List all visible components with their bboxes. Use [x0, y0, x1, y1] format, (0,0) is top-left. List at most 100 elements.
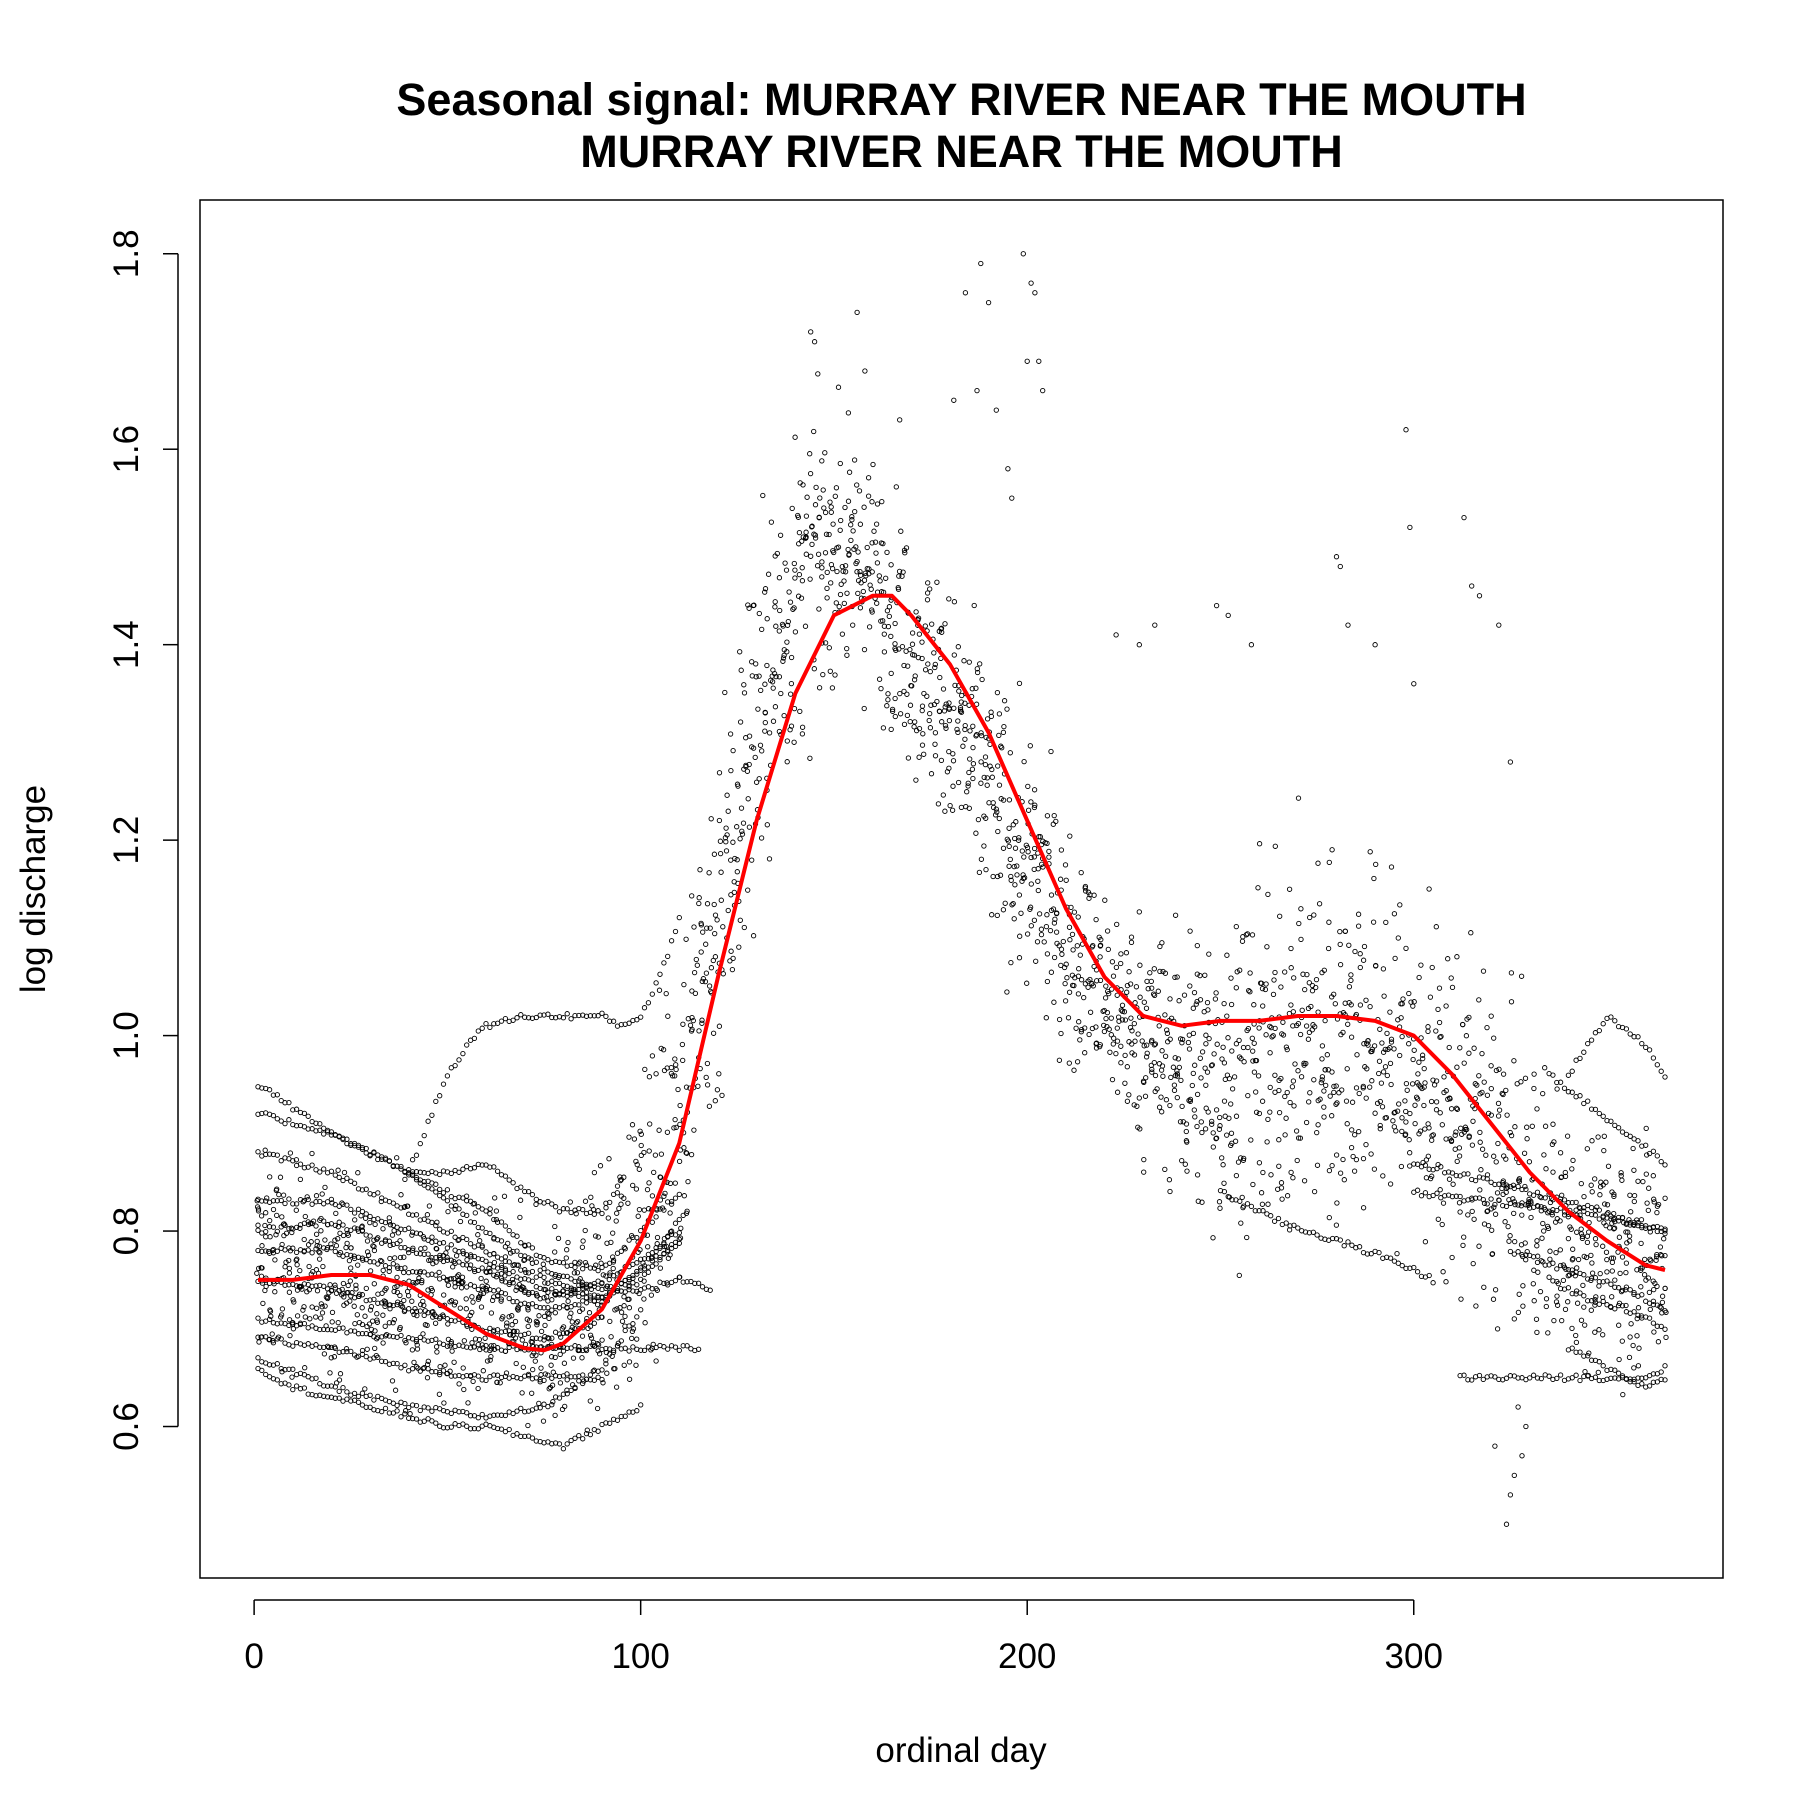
scatter-point — [1410, 1003, 1416, 1009]
scatter-point — [1172, 912, 1179, 918]
scatter-point — [621, 1362, 627, 1368]
scatter-point — [1093, 1045, 1100, 1051]
scatter-point — [1279, 1031, 1285, 1037]
scatter-point — [1438, 1033, 1444, 1040]
scatter-point — [587, 1398, 593, 1404]
scatter-point — [454, 1273, 461, 1279]
track-point — [564, 1011, 570, 1017]
scatter-point — [1322, 1067, 1328, 1073]
scatter-point — [1346, 942, 1352, 948]
scatter-point — [1213, 990, 1219, 996]
scatter-point — [458, 1285, 465, 1291]
track-point — [1244, 1201, 1251, 1207]
scatter-point — [273, 1187, 279, 1194]
scatter-point — [445, 1321, 451, 1327]
track-point — [580, 1380, 586, 1387]
track-point — [1391, 1258, 1398, 1264]
x-tick-label: 300 — [1385, 1637, 1443, 1676]
track-point — [1465, 1171, 1471, 1177]
scatter-point — [912, 673, 918, 679]
track-point — [549, 1441, 555, 1447]
scatter-point — [1490, 1296, 1497, 1302]
track-point — [1565, 1266, 1572, 1273]
scatter-point — [1575, 1256, 1582, 1263]
track-point — [483, 1020, 489, 1027]
scatter-point — [1531, 1267, 1537, 1273]
track-point — [529, 1435, 536, 1441]
track-point — [402, 1337, 408, 1344]
track-point — [270, 1340, 277, 1346]
track-point — [576, 1261, 582, 1267]
scatter-point — [1592, 1296, 1598, 1303]
track-point — [340, 1177, 346, 1184]
scatter-point — [1208, 1062, 1215, 1069]
track-point — [255, 1334, 261, 1340]
scatter-point — [1316, 901, 1323, 907]
scatter-point — [443, 1250, 449, 1256]
scatter-point — [491, 1259, 498, 1266]
scatter-point — [341, 1169, 348, 1176]
scatter-point — [1422, 1080, 1428, 1086]
track-point — [1387, 1255, 1394, 1261]
scatter-point — [1233, 1041, 1240, 1047]
track-point — [1658, 1376, 1664, 1383]
scatter-point — [455, 1237, 461, 1244]
scatter-point — [1212, 996, 1219, 1002]
scatter-point — [573, 1320, 579, 1326]
track-point — [1569, 1199, 1575, 1206]
scatter-point — [541, 1313, 548, 1320]
scatter-point — [642, 1066, 648, 1073]
scatter-point — [348, 1245, 354, 1251]
scatter-point — [416, 1275, 422, 1281]
scatter-point — [1303, 1060, 1309, 1067]
scatter-point — [1032, 290, 1038, 296]
scatter-point — [383, 1285, 389, 1292]
scatter-point — [1662, 1195, 1668, 1201]
track-point — [293, 1201, 300, 1207]
track-point — [1631, 1289, 1637, 1296]
track-point — [336, 1219, 342, 1225]
scatter-point — [1219, 1056, 1225, 1062]
scatter-point — [849, 517, 855, 523]
scatter-point — [1452, 1146, 1458, 1152]
y-tick-label: 1.4 — [107, 620, 146, 669]
scatter-point — [978, 759, 984, 765]
scatter-point — [911, 724, 917, 730]
track-point — [1658, 1369, 1664, 1375]
scatter-point — [1232, 1138, 1239, 1144]
track-point — [1588, 1204, 1595, 1211]
scatter-point — [704, 901, 711, 907]
scatter-point — [1519, 1212, 1525, 1218]
scatter-point — [1326, 859, 1332, 866]
scatter-point — [1299, 1007, 1305, 1013]
scatter-point — [286, 1289, 293, 1295]
track-point — [433, 1238, 439, 1244]
scatter-point — [1017, 933, 1023, 939]
scatter-point — [989, 774, 995, 780]
scatter-point — [1046, 854, 1052, 860]
track-point — [1557, 1079, 1564, 1085]
track-point — [344, 1175, 350, 1181]
scatter-point — [1357, 964, 1363, 971]
scatter-point — [1569, 1257, 1576, 1263]
scatter-point — [573, 1211, 579, 1217]
scatter-point — [1028, 854, 1034, 861]
scatter-point — [306, 1287, 312, 1293]
track-point — [437, 1240, 443, 1246]
scatter-point — [432, 1320, 439, 1326]
scatter-point — [1067, 833, 1073, 839]
track-point — [614, 1417, 621, 1423]
scatter-point — [907, 702, 914, 708]
scatter-point — [886, 604, 893, 610]
scatter-point — [1016, 835, 1022, 841]
track-point — [440, 1368, 447, 1374]
track-point — [665, 1282, 671, 1288]
track-point — [309, 1201, 315, 1207]
track-point — [591, 1265, 597, 1271]
scatter-point — [1503, 1087, 1509, 1094]
track-point — [263, 1371, 269, 1378]
scatter-point — [835, 384, 842, 390]
track-point — [359, 1390, 366, 1396]
scatter-point — [1554, 1293, 1560, 1299]
scatter-point — [1009, 495, 1015, 501]
